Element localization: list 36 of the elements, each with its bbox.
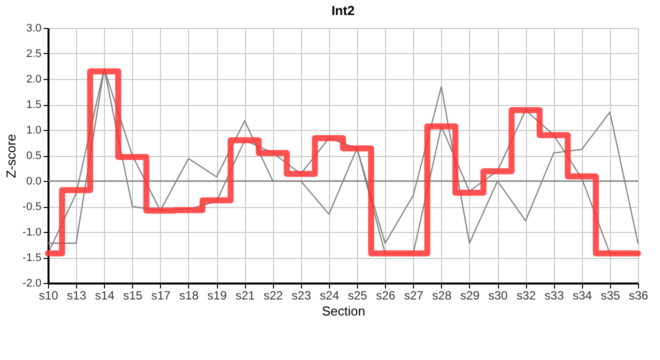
x-tick-label: s35 bbox=[600, 288, 620, 302]
y-axis-title: Z-score bbox=[4, 134, 19, 178]
y-tick-label: -2.0 bbox=[22, 278, 42, 290]
y-tick-label: 3.0 bbox=[26, 22, 42, 34]
y-tick-label: 0.0 bbox=[26, 176, 42, 188]
x-tick-label: s27 bbox=[404, 288, 424, 302]
x-tick-label: s36 bbox=[628, 288, 648, 302]
x-tick-label: s10 bbox=[38, 288, 58, 302]
x-tick-label: s23 bbox=[292, 288, 312, 302]
x-tick-label: s19 bbox=[207, 288, 228, 302]
y-tick-label: 1.0 bbox=[26, 124, 42, 136]
y-tick-label: 2.0 bbox=[26, 74, 42, 86]
y-tick-label: -0.5 bbox=[22, 201, 42, 213]
x-tick-label: s29 bbox=[460, 288, 480, 302]
x-tick-label: s30 bbox=[488, 288, 508, 302]
x-tick-label: s34 bbox=[572, 288, 592, 302]
y-tick-label: 2.5 bbox=[26, 48, 42, 60]
y-tick-label: 1.5 bbox=[26, 99, 42, 111]
x-tick-label: s26 bbox=[376, 288, 396, 302]
y-tick-label: 0.5 bbox=[26, 150, 42, 162]
y-tick-label: -1.5 bbox=[22, 252, 42, 264]
x-tick-label: s17 bbox=[151, 288, 171, 302]
x-tick-label: s18 bbox=[179, 288, 199, 302]
x-tick-label: s25 bbox=[348, 288, 368, 302]
x-tick-label: s15 bbox=[123, 288, 143, 302]
y-tick-label: -1.0 bbox=[22, 226, 42, 238]
x-tick-label: s22 bbox=[264, 288, 284, 302]
x-tick-label: s21 bbox=[235, 288, 256, 302]
x-axis-title: Section bbox=[322, 304, 366, 318]
x-tick-label: s33 bbox=[544, 288, 564, 302]
x-tick-label: s24 bbox=[320, 288, 340, 302]
x-tick-label: s32 bbox=[516, 288, 536, 302]
x-tick-label: s14 bbox=[95, 288, 115, 302]
x-tick-label: s28 bbox=[432, 288, 452, 302]
chart-title: Int2 bbox=[331, 3, 355, 18]
x-tick-label: s13 bbox=[66, 288, 87, 302]
